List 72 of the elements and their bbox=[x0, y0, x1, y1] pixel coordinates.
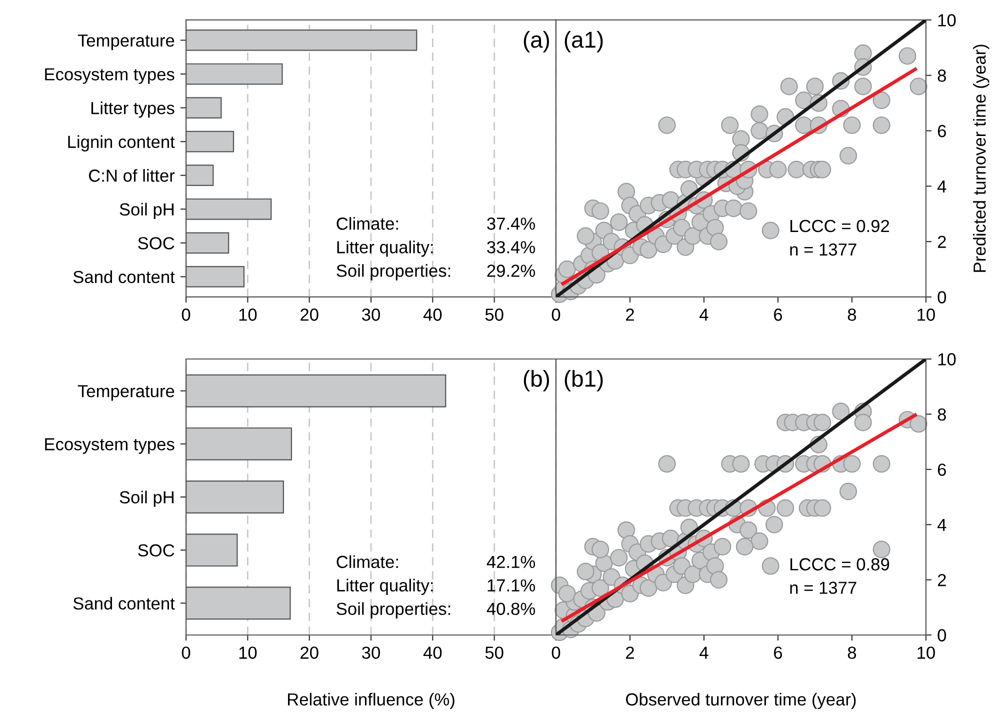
annotation: Soil properties: bbox=[336, 602, 450, 618]
x-tick-label: 10 bbox=[918, 646, 935, 659]
y-tick-label: Ecosystem types bbox=[45, 68, 174, 84]
x-tick-label: 4 bbox=[700, 308, 708, 321]
y-tick-label: 10 bbox=[938, 353, 956, 366]
annotation: 33.4% bbox=[487, 241, 536, 254]
x-tick-label: 0 bbox=[552, 308, 560, 321]
annotation: n = 1377 bbox=[790, 582, 856, 594]
annotation: Climate: bbox=[336, 217, 398, 230]
annotation: 40.8% bbox=[486, 602, 536, 616]
y-tick-label: 10 bbox=[938, 14, 956, 26]
annotation: 17.1% bbox=[488, 579, 536, 592]
x-tick-label: 50 bbox=[485, 646, 504, 659]
y-tick-label: Soil pH bbox=[120, 202, 174, 220]
x-tick-label: 8 bbox=[848, 646, 856, 659]
x-tick-label: 30 bbox=[362, 308, 380, 321]
y-tick-label: 4 bbox=[937, 518, 946, 531]
x-tick-label: 50 bbox=[485, 308, 504, 321]
x-tick-label: 10 bbox=[239, 308, 257, 321]
x-tick-label: 6 bbox=[774, 646, 782, 659]
y-tick-label: 4 bbox=[937, 180, 946, 192]
y-tick-label: SOC bbox=[138, 237, 174, 250]
x-tick-label: 10 bbox=[239, 646, 257, 659]
annotation: LCCC = 0.92 bbox=[790, 220, 890, 232]
y-tick-label: 8 bbox=[938, 408, 946, 421]
x-tick-label: 40 bbox=[423, 308, 442, 321]
x-tick-label: 8 bbox=[848, 308, 856, 321]
x-tick-label: 0 bbox=[182, 308, 190, 321]
y-tick-label: 2 bbox=[938, 236, 946, 248]
y-axis-title: Predicted turnover time (year) bbox=[973, 44, 990, 272]
y-tick-label: 6 bbox=[938, 464, 946, 476]
y-tick-label: 2 bbox=[938, 574, 946, 586]
y-tick-label: Sand content bbox=[73, 270, 175, 284]
y-tick-label: Ecosystem types bbox=[45, 438, 174, 454]
x-tick-label: 4 bbox=[700, 646, 708, 659]
x-tick-label: 0 bbox=[552, 646, 560, 659]
x-tick-label: 2 bbox=[626, 308, 634, 321]
x-tick-label: 40 bbox=[423, 646, 442, 659]
x-tick-label: 20 bbox=[300, 308, 318, 321]
x-axis-title: Observed turnover time (year) bbox=[626, 692, 856, 710]
y-tick-label: Temperature bbox=[78, 385, 174, 401]
y-tick-label: Sand content bbox=[73, 596, 175, 610]
annotation: (b1) bbox=[564, 370, 603, 392]
annotation: Soil properties: bbox=[336, 264, 450, 280]
x-tick-label: 20 bbox=[300, 646, 318, 659]
x-tick-label: 2 bbox=[626, 646, 634, 659]
y-tick-label: 0 bbox=[938, 629, 946, 642]
annotation: Climate: bbox=[336, 555, 398, 568]
y-tick-label: 0 bbox=[938, 291, 946, 304]
annotation: (a) bbox=[524, 31, 550, 52]
annotation: (b) bbox=[524, 370, 550, 392]
y-tick-label: C:N of litter bbox=[88, 169, 175, 182]
y-tick-label: Lignin content bbox=[68, 135, 175, 152]
x-tick-label: 6 bbox=[774, 308, 782, 321]
annotation: (a1) bbox=[564, 31, 603, 52]
y-tick-label: SOC bbox=[138, 544, 174, 557]
y-tick-label: 6 bbox=[938, 124, 946, 138]
annotation: 37.4% bbox=[487, 218, 536, 230]
annotation: Litter quality: bbox=[337, 578, 433, 595]
x-tick-label: 0 bbox=[182, 646, 190, 659]
x-axis-title: Relative influence (%) bbox=[288, 692, 454, 710]
annotation: n = 1377 bbox=[790, 243, 856, 256]
annotation: 29.2% bbox=[487, 264, 536, 277]
y-tick-label: 8 bbox=[938, 70, 946, 82]
y-tick-label: Litter types bbox=[91, 102, 174, 118]
y-tick-label: Temperature bbox=[78, 34, 174, 50]
y-tick-label: Soil pH bbox=[120, 490, 174, 507]
annotation: 42.1% bbox=[486, 556, 536, 568]
x-tick-label: 10 bbox=[918, 308, 935, 321]
annotation: LCCC = 0.89 bbox=[790, 558, 890, 570]
x-tick-label: 30 bbox=[362, 646, 380, 659]
annotation: Litter quality: bbox=[337, 240, 433, 257]
